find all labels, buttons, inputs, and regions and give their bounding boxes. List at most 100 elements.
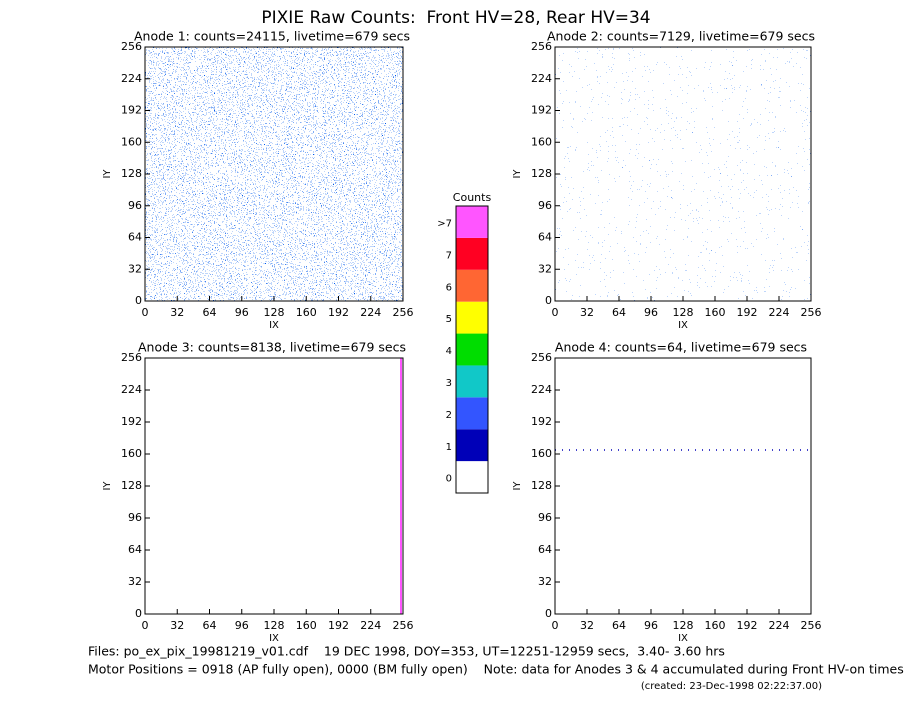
x-axis-label: IX (678, 633, 688, 644)
colorbar-swatch (456, 269, 488, 302)
y-tick-label: 32 (538, 575, 552, 588)
x-tick-label: 160 (296, 306, 317, 319)
x-tick-label: 128 (673, 619, 694, 632)
y-tick-label: 256 (121, 40, 142, 53)
x-tick-label: 96 (235, 306, 249, 319)
y-tick-label: 96 (128, 511, 142, 524)
colorbar-swatch (456, 206, 488, 238)
x-tick-label: 0 (142, 619, 149, 632)
x-tick-label: 0 (552, 619, 559, 632)
x-tick-label: 128 (264, 306, 285, 319)
colorbar-label: 4 (446, 346, 452, 357)
y-tick-label: 64 (128, 543, 142, 556)
x-tick-label: 192 (737, 619, 758, 632)
panel-title: Anode 2: counts=7129, livetime=679 secs (547, 29, 815, 44)
x-axis-label: IX (269, 633, 279, 644)
y-tick-label: 160 (531, 447, 552, 460)
y-tick-label: 64 (128, 231, 142, 244)
x-tick-label: 32 (580, 619, 594, 632)
y-tick-label: 160 (121, 447, 142, 460)
x-tick-label: 256 (801, 619, 822, 632)
x-tick-label: 224 (360, 306, 381, 319)
y-tick-label: 224 (121, 383, 142, 396)
y-tick-label: 224 (121, 72, 142, 85)
panel-title: Anode 1: counts=24115, livetime=679 secs (134, 29, 410, 44)
y-tick-label: 256 (121, 351, 142, 364)
colorbar-swatch (456, 237, 488, 270)
x-tick-label: 0 (142, 306, 149, 319)
x-tick-label: 256 (393, 619, 414, 632)
y-tick-label: 192 (531, 415, 552, 428)
y-tick-label: 96 (128, 199, 142, 212)
colorbar-swatch (456, 365, 488, 398)
y-tick-label: 32 (128, 262, 142, 275)
y-tick-label: 160 (531, 135, 552, 148)
colorbar-label: 2 (446, 410, 452, 421)
x-tick-label: 32 (580, 306, 594, 319)
panel-title: Anode 3: counts=8138, livetime=679 secs (138, 340, 406, 355)
y-tick-label: 192 (531, 104, 552, 117)
x-tick-label: 192 (737, 306, 758, 319)
footer-files: Files: po_ex_pix_19981219_v01.cdf 19 DEC… (88, 644, 725, 659)
colorbar-label: 6 (446, 282, 452, 293)
x-tick-label: 64 (203, 619, 217, 632)
x-tick-label: 64 (612, 619, 626, 632)
colorbar-frame (455, 205, 489, 494)
y-tick-label: 64 (538, 543, 552, 556)
colorbar-label: 7 (446, 250, 452, 261)
y-tick-label: 32 (128, 575, 142, 588)
y-tick-label: 224 (531, 383, 552, 396)
y-axis-label: IY (102, 169, 113, 179)
y-tick-label: 96 (538, 199, 552, 212)
y-tick-label: 128 (531, 167, 552, 180)
x-tick-label: 128 (673, 306, 694, 319)
y-tick-label: 192 (121, 415, 142, 428)
x-tick-label: 256 (801, 306, 822, 319)
x-axis-label: IX (269, 320, 279, 331)
x-tick-label: 96 (644, 619, 658, 632)
y-tick-label: 224 (531, 72, 552, 85)
y-tick-label: 160 (121, 135, 142, 148)
x-tick-label: 64 (203, 306, 217, 319)
x-tick-label: 160 (705, 619, 726, 632)
x-tick-label: 256 (393, 306, 414, 319)
colorbar-swatch (456, 397, 488, 430)
y-tick-label: 64 (538, 231, 552, 244)
y-axis-label: IY (512, 169, 523, 179)
y-tick-label: 128 (531, 479, 552, 492)
x-tick-label: 224 (360, 619, 381, 632)
x-tick-label: 160 (296, 619, 317, 632)
x-tick-label: 32 (170, 306, 184, 319)
y-tick-label: 256 (531, 351, 552, 364)
y-tick-label: 96 (538, 511, 552, 524)
x-tick-label: 32 (170, 619, 184, 632)
colorbar-swatch (456, 461, 488, 493)
y-tick-label: 0 (135, 607, 142, 620)
x-tick-label: 96 (644, 306, 658, 319)
x-tick-label: 192 (328, 619, 349, 632)
colorbar-label: >7 (437, 219, 452, 230)
edge-column (400, 358, 402, 614)
pixel-texture (145, 47, 403, 301)
x-tick-label: 192 (328, 306, 349, 319)
colorbar-title: Counts (453, 191, 492, 204)
colorbar-label: 0 (446, 474, 452, 485)
x-tick-label: 0 (552, 306, 559, 319)
colorbar-label: 3 (446, 378, 452, 389)
x-axis-label: IX (678, 320, 688, 331)
colorbar-label: 1 (446, 442, 452, 453)
plot-frame (554, 357, 812, 615)
pixel-texture (555, 47, 811, 301)
x-tick-label: 96 (235, 619, 249, 632)
x-tick-label: 64 (612, 306, 626, 319)
y-tick-label: 128 (121, 167, 142, 180)
x-tick-label: 224 (769, 619, 790, 632)
colorbar-label: 5 (446, 314, 452, 325)
colorbar-swatch (456, 301, 488, 334)
x-tick-label: 160 (705, 306, 726, 319)
footer-motor: Motor Positions = 0918 (AP fully open), … (88, 662, 904, 677)
y-tick-label: 32 (538, 262, 552, 275)
y-tick-label: 192 (121, 104, 142, 117)
panel-title: Anode 4: counts=64, livetime=679 secs (555, 340, 807, 355)
